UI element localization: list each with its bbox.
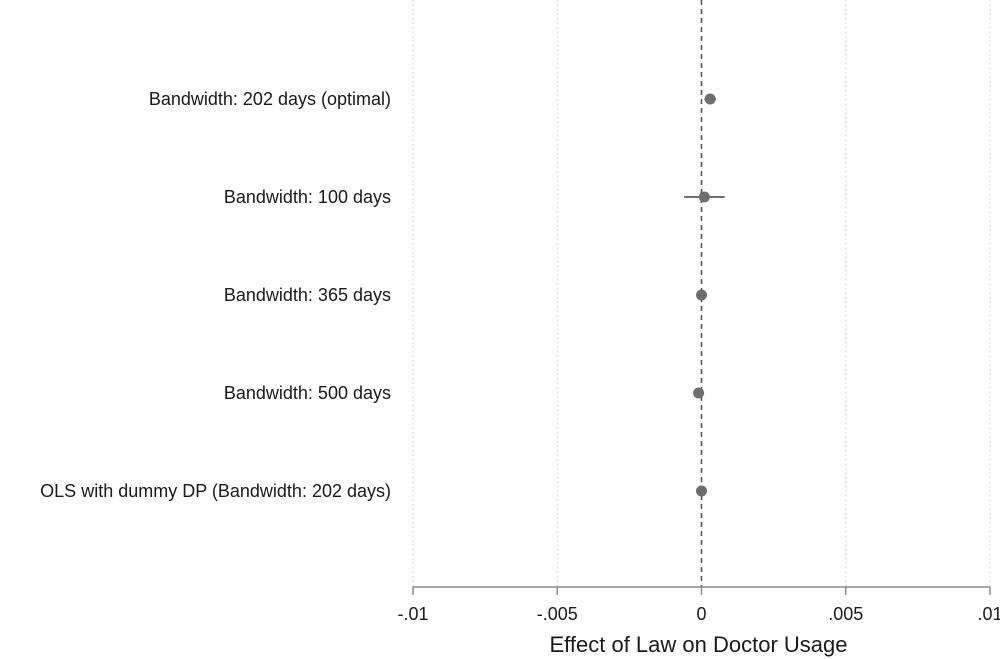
estimate-marker bbox=[698, 191, 710, 203]
x-tick-label: .005 bbox=[828, 604, 863, 624]
row-label: Bandwidth: 365 days bbox=[224, 285, 391, 305]
row-label: Bandwidth: 500 days bbox=[224, 383, 391, 403]
estimate-marker bbox=[704, 93, 716, 105]
x-tick-label: 0 bbox=[696, 604, 706, 624]
estimate-rows: Bandwidth: 202 days (optimal) Bandwidth: … bbox=[40, 89, 725, 501]
estimate-marker bbox=[696, 485, 707, 497]
gridlines bbox=[412, 0, 991, 587]
x-tick-label: .01 bbox=[977, 604, 1000, 624]
x-axis-title: Effect of Law on Doctor Usage bbox=[550, 632, 848, 657]
row-label: Bandwidth: 202 days (optimal) bbox=[149, 89, 391, 109]
estimate-marker bbox=[693, 387, 705, 399]
estimate-marker bbox=[696, 289, 707, 301]
x-tick-label: -.01 bbox=[397, 604, 428, 624]
row-label: Bandwidth: 100 days bbox=[224, 187, 391, 207]
x-axis: -.01 -.005 0 .005 .01 bbox=[397, 586, 1000, 624]
row-label: OLS with dummy DP (Bandwidth: 202 days) bbox=[40, 481, 391, 501]
x-tick-label: -.005 bbox=[537, 604, 578, 624]
